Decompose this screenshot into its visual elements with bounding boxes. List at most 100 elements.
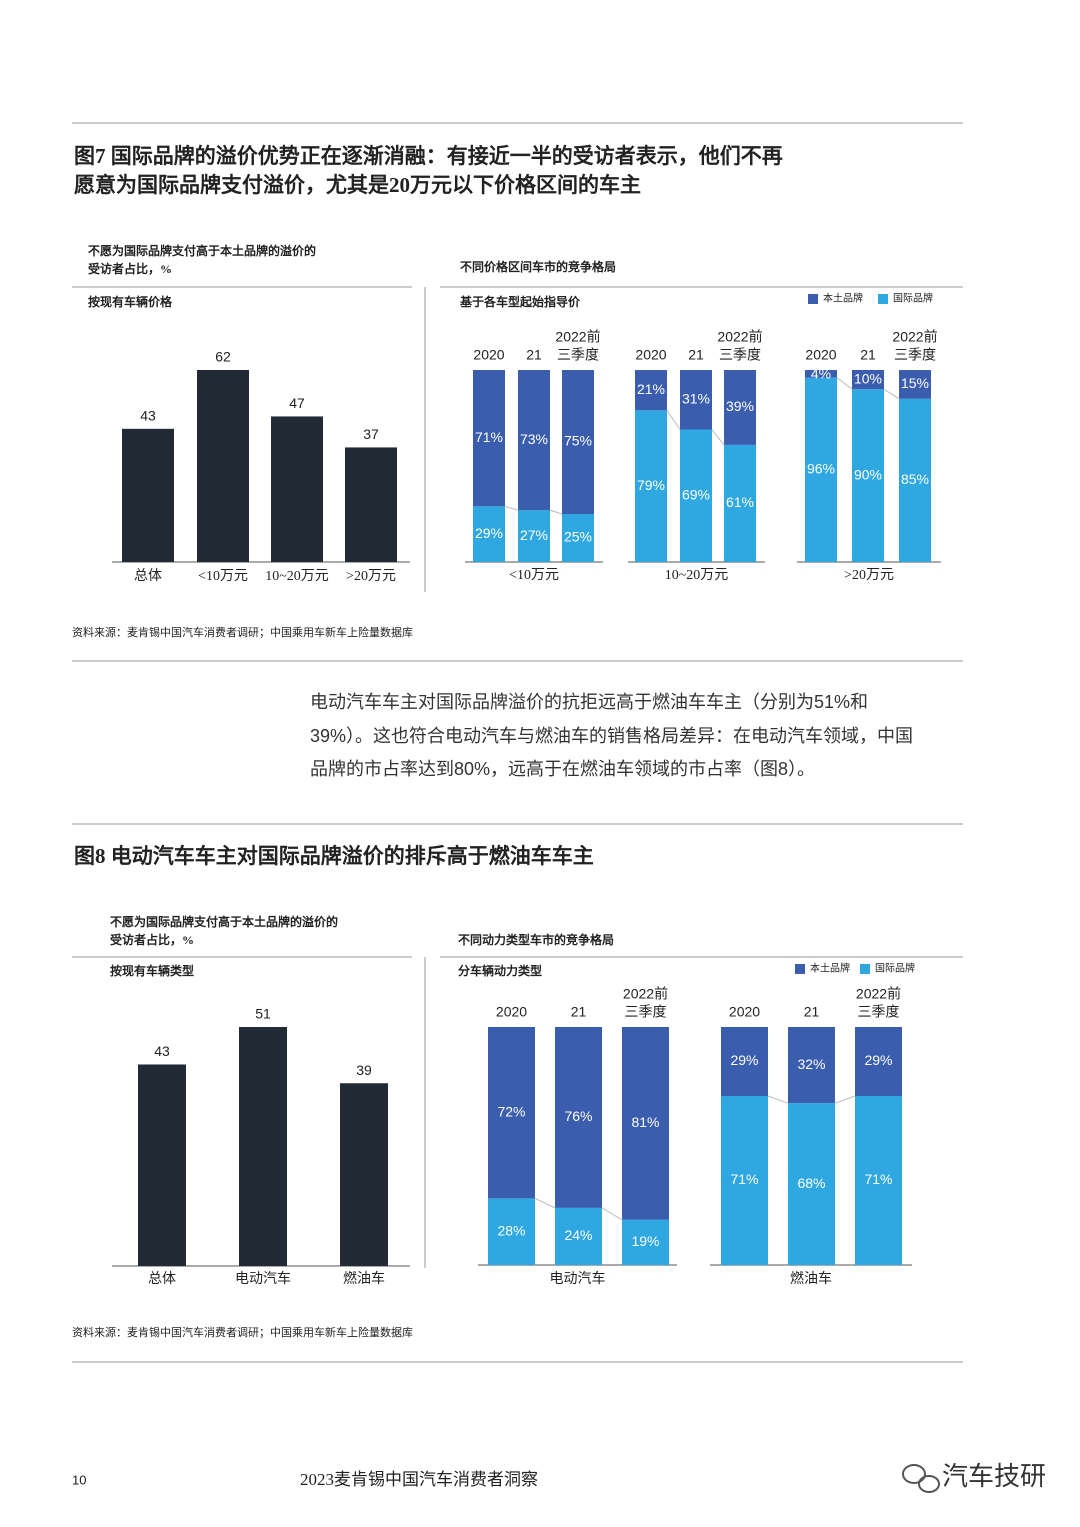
figure-title: 图8 电动汽车车主对国际品牌溢价的排斥高于燃油车车主 bbox=[74, 844, 594, 868]
data-label: 61% bbox=[726, 494, 754, 510]
bar-segment bbox=[488, 1027, 535, 1199]
chart-title: 受访者占比，% bbox=[110, 932, 194, 947]
bar-segment bbox=[788, 1103, 835, 1265]
x-tick-label: <10万元 bbox=[198, 569, 248, 584]
data-label: 15% bbox=[901, 375, 929, 391]
data-label: 21% bbox=[637, 381, 665, 397]
period-label: 21 bbox=[860, 347, 876, 363]
bar bbox=[239, 1027, 287, 1266]
data-label: 51 bbox=[255, 1006, 271, 1022]
period-label: 2022前 bbox=[856, 986, 901, 1002]
watermark-icon bbox=[902, 1464, 940, 1493]
period-label: 三季度 bbox=[719, 347, 761, 363]
bar-segment bbox=[680, 429, 712, 562]
period-label: 21 bbox=[688, 347, 704, 363]
paragraph-line: 39%）。这也符合电动汽车与燃油车的销售格局差异：在电动汽车领域，中国 bbox=[310, 726, 913, 746]
data-label: 85% bbox=[901, 471, 929, 487]
data-label: 81% bbox=[631, 1114, 659, 1130]
group-label: 10~20万元 bbox=[665, 568, 729, 583]
x-tick-label: 燃油车 bbox=[343, 1270, 385, 1287]
data-label: 43 bbox=[154, 1043, 170, 1059]
bar-segment bbox=[805, 377, 837, 562]
x-tick-label: 10~20万元 bbox=[265, 569, 329, 584]
period-label: 2022前 bbox=[555, 329, 600, 345]
watermark: 汽车技研 bbox=[942, 1461, 1046, 1491]
chart-subtitle: 按现有车辆类型 bbox=[110, 963, 194, 978]
bar-segment bbox=[724, 444, 756, 562]
connector bbox=[534, 1197, 556, 1209]
bar bbox=[122, 428, 174, 562]
figure-title: 愿意为国际品牌支付溢价，尤其是20万元以下价格区间的车主 bbox=[74, 173, 641, 197]
x-tick-label: 总体 bbox=[148, 1271, 176, 1287]
source: 资料来源：麦肯锡中国汽车消费者调研；中国乘用车新车上险量数据库 bbox=[72, 1325, 413, 1339]
data-label: 25% bbox=[564, 529, 592, 545]
data-label: 31% bbox=[682, 390, 710, 406]
legend-swatch bbox=[860, 964, 870, 974]
period-label: 2020 bbox=[635, 347, 666, 363]
bar-segment bbox=[855, 1096, 902, 1265]
bar-segment bbox=[721, 1096, 768, 1265]
data-label: 39 bbox=[356, 1062, 372, 1078]
data-label: 37 bbox=[363, 426, 379, 442]
period-label: 21 bbox=[571, 1004, 587, 1020]
period-label: 2022前 bbox=[892, 329, 937, 345]
bar-segment bbox=[622, 1027, 669, 1220]
bar-segment bbox=[724, 370, 756, 445]
x-tick-label: 电动汽车 bbox=[235, 1270, 291, 1287]
connector bbox=[883, 388, 900, 400]
chart-subtitle: 按现有车辆价格 bbox=[88, 294, 173, 309]
bar-segment bbox=[473, 506, 505, 562]
x-tick-label: >20万元 bbox=[346, 569, 396, 584]
data-label: 90% bbox=[854, 466, 882, 482]
bar bbox=[345, 447, 397, 562]
bar-segment bbox=[899, 398, 931, 562]
period-label: 三季度 bbox=[557, 347, 599, 363]
figure-title: 图7 国际品牌的溢价优势正在逐渐消融：有接近一半的受访者表示，他们不再 bbox=[74, 144, 783, 168]
chart-subtitle: 基于各车型起始指导价 bbox=[459, 294, 581, 309]
connector bbox=[767, 1095, 789, 1104]
bar-segment bbox=[899, 370, 931, 399]
bar bbox=[340, 1083, 388, 1266]
period-label: 21 bbox=[804, 1004, 820, 1020]
bar-segment bbox=[555, 1027, 602, 1208]
connector bbox=[549, 509, 563, 515]
period-label: 2022前 bbox=[623, 986, 668, 1002]
data-label: 62 bbox=[215, 349, 231, 365]
data-label: 75% bbox=[564, 433, 592, 449]
publication: 2023麦肯锡中国汽车消费者洞察 bbox=[300, 1470, 538, 1489]
bar-segment bbox=[562, 370, 594, 514]
group-label: 电动汽车 bbox=[550, 1270, 606, 1287]
period-label: 三季度 bbox=[894, 347, 936, 363]
data-label: 39% bbox=[726, 398, 754, 414]
connector bbox=[504, 505, 519, 511]
legend-swatch bbox=[808, 294, 818, 304]
data-label: 29% bbox=[730, 1052, 758, 1068]
data-label: 76% bbox=[564, 1108, 592, 1124]
chart-title: 不愿为国际品牌支付高于本土品牌的溢价的 bbox=[88, 243, 316, 258]
bar-segment bbox=[518, 510, 550, 562]
data-label: 43 bbox=[140, 408, 156, 424]
paragraph-line: 电动汽车车主对国际品牌溢价的抗拒远高于燃油车车主（分别为51%和 bbox=[310, 692, 868, 712]
chart-title: 受访者占比，% bbox=[88, 261, 172, 276]
bar bbox=[197, 370, 249, 562]
data-label: 19% bbox=[631, 1233, 659, 1249]
bar-segment bbox=[635, 370, 667, 411]
data-label: 73% bbox=[520, 431, 548, 447]
group-label: <10万元 bbox=[509, 568, 559, 583]
chart-title: 不愿为国际品牌支付高于本土品牌的溢价的 bbox=[110, 914, 338, 929]
period-label: 2020 bbox=[729, 1004, 760, 1020]
group-label: >20万元 bbox=[844, 568, 894, 583]
bar-segment bbox=[555, 1207, 602, 1265]
period-label: 三季度 bbox=[858, 1004, 900, 1020]
connector bbox=[601, 1207, 623, 1221]
connector bbox=[711, 429, 725, 446]
bar-segment bbox=[721, 1027, 768, 1097]
period-label: 2022前 bbox=[717, 329, 762, 345]
legend-label: 本土品牌 bbox=[810, 961, 850, 974]
bar-segment bbox=[488, 1198, 535, 1265]
data-label: 71% bbox=[730, 1171, 758, 1187]
data-label: 71% bbox=[475, 429, 503, 445]
bar-segment bbox=[788, 1027, 835, 1104]
